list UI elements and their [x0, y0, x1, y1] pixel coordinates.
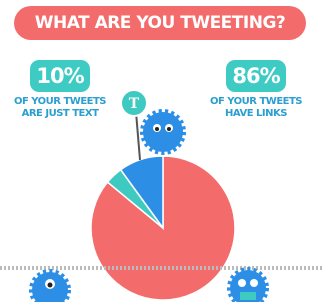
sign-text: T	[129, 96, 140, 112]
mascot-sign: T	[121, 90, 183, 160]
mascot-left	[32, 272, 68, 302]
mascot-right	[230, 270, 266, 302]
category-label: OF YOUR TWEETS ARE JUST TEXT	[12, 96, 108, 120]
value-label: 86%	[226, 60, 286, 92]
value-label: 10%	[30, 60, 90, 92]
chart-title: WHAT ARE YOU TWEETING?	[14, 6, 306, 40]
infographic: T WHAT ARE YOU TWEETING? 10% OF YOUR TWE…	[0, 0, 322, 302]
chart: T	[0, 0, 322, 302]
category-label: OF YOUR TWEETS HAVE LINKS	[208, 96, 304, 120]
pie	[91, 156, 235, 300]
